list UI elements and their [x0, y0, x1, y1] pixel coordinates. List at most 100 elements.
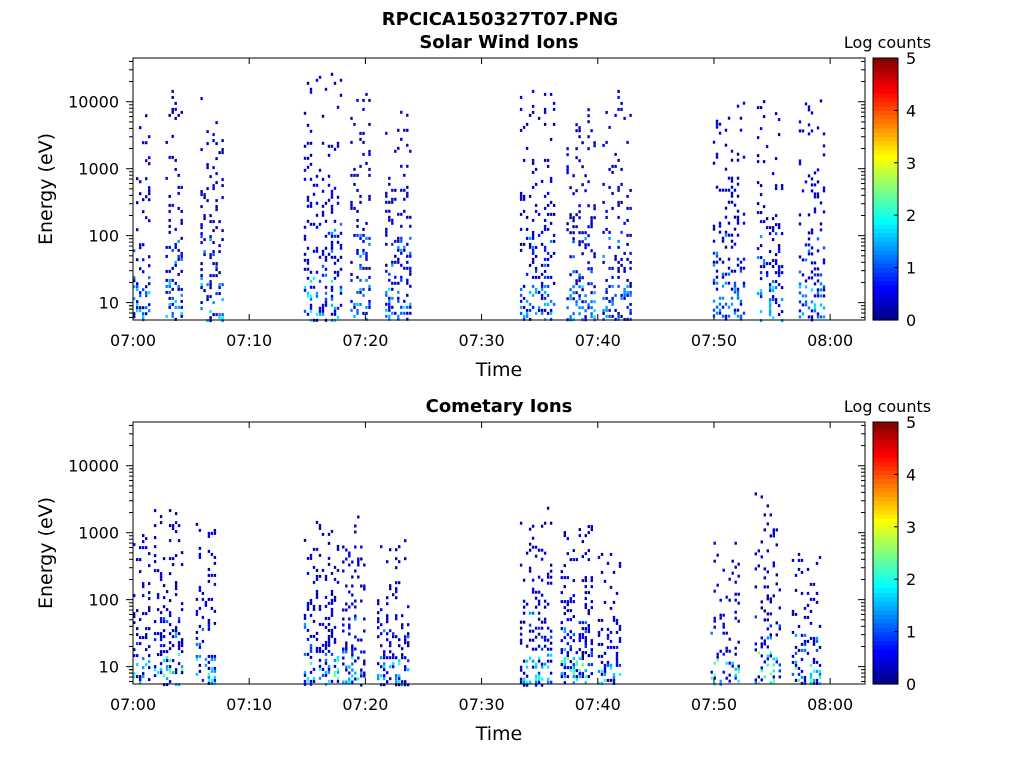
data-cell [303, 652, 307, 656]
data-cell [306, 312, 310, 316]
data-cell [327, 174, 331, 178]
data-cell [348, 551, 351, 555]
data-cell [174, 587, 178, 591]
data-cell [760, 678, 763, 682]
data-cell [626, 140, 629, 144]
data-cell [617, 107, 620, 111]
data-cell [587, 108, 590, 112]
data-cell [797, 624, 801, 628]
data-cell [315, 249, 319, 253]
data-cell [572, 192, 575, 196]
data-cell [348, 605, 351, 609]
data-cell [200, 223, 203, 227]
data-cell [180, 209, 183, 213]
data-cell [519, 242, 523, 246]
data-cell [324, 640, 328, 644]
data-cell [315, 649, 319, 653]
data-cell [218, 250, 221, 254]
data-cell [177, 272, 180, 276]
colorbar-step [873, 439, 898, 445]
data-cell [581, 276, 584, 280]
data-cell [600, 654, 604, 658]
data-cell [142, 672, 145, 676]
data-cell [401, 623, 404, 627]
data-cell [368, 152, 371, 156]
colorbar-step [873, 132, 898, 138]
colorbar-step [873, 162, 898, 168]
data-cell [736, 152, 740, 156]
data-cell [534, 266, 538, 270]
data-cell [617, 89, 620, 93]
data-cell [165, 278, 168, 282]
data-cell [534, 590, 538, 594]
colorbar-step [873, 465, 898, 471]
data-cell [215, 313, 218, 317]
data-cell [615, 621, 619, 625]
colorbar-step [873, 271, 898, 277]
data-cell [362, 311, 365, 315]
data-cell [210, 666, 214, 670]
colorbar-step [873, 215, 898, 221]
data-cell [534, 605, 538, 609]
x-tick-label: 07:00 [110, 331, 156, 350]
data-cell [578, 204, 581, 208]
data-cell [365, 317, 368, 321]
colorbar-step [873, 127, 898, 133]
data-cell [819, 273, 823, 277]
data-cell [587, 180, 590, 184]
data-cell [597, 654, 601, 658]
data-cell [575, 189, 578, 193]
data-cell [794, 645, 798, 649]
data-cell [336, 195, 340, 199]
data-cell [798, 282, 802, 286]
data-cell [765, 145, 769, 149]
data-cell [391, 242, 394, 246]
data-cell [351, 644, 354, 648]
data-cell [534, 647, 538, 651]
data-cell [537, 680, 541, 684]
data-cell [148, 678, 151, 682]
data-cell [177, 206, 180, 210]
data-cell [803, 675, 807, 679]
data-cell [354, 617, 357, 621]
data-cell [213, 675, 217, 679]
data-cell [165, 665, 169, 669]
data-cell [528, 638, 532, 642]
data-cell [200, 301, 203, 305]
data-cell [777, 244, 781, 248]
data-cell [572, 297, 575, 301]
data-cell [165, 650, 169, 654]
data-cell [356, 308, 359, 312]
data-cell [798, 162, 802, 166]
data-cell [578, 126, 581, 130]
data-cell [315, 547, 319, 551]
data-cell [566, 633, 569, 637]
data-cell [733, 308, 737, 312]
data-cell [336, 658, 340, 662]
data-cell [350, 173, 353, 177]
data-cell [385, 263, 388, 267]
data-cell [177, 620, 181, 624]
colorbar-step [873, 293, 898, 299]
data-cell [324, 291, 328, 295]
data-cell [195, 597, 199, 601]
data-cell [359, 302, 362, 306]
data-cell [801, 294, 805, 298]
data-cell [139, 558, 142, 562]
data-cell [330, 631, 334, 635]
data-cell [768, 304, 772, 308]
data-cell [522, 680, 526, 684]
data-cell [321, 673, 325, 677]
data-cell [597, 555, 601, 559]
data-cell [810, 288, 814, 292]
data-cell [716, 553, 719, 557]
data-cell [617, 284, 620, 288]
colorbar-step [873, 136, 898, 142]
data-cell [757, 549, 760, 553]
data-cell [309, 129, 313, 133]
data-cell [174, 245, 177, 249]
data-cell [730, 185, 734, 189]
data-cell [584, 621, 587, 625]
data-cell [171, 266, 174, 270]
data-cell [221, 283, 224, 287]
